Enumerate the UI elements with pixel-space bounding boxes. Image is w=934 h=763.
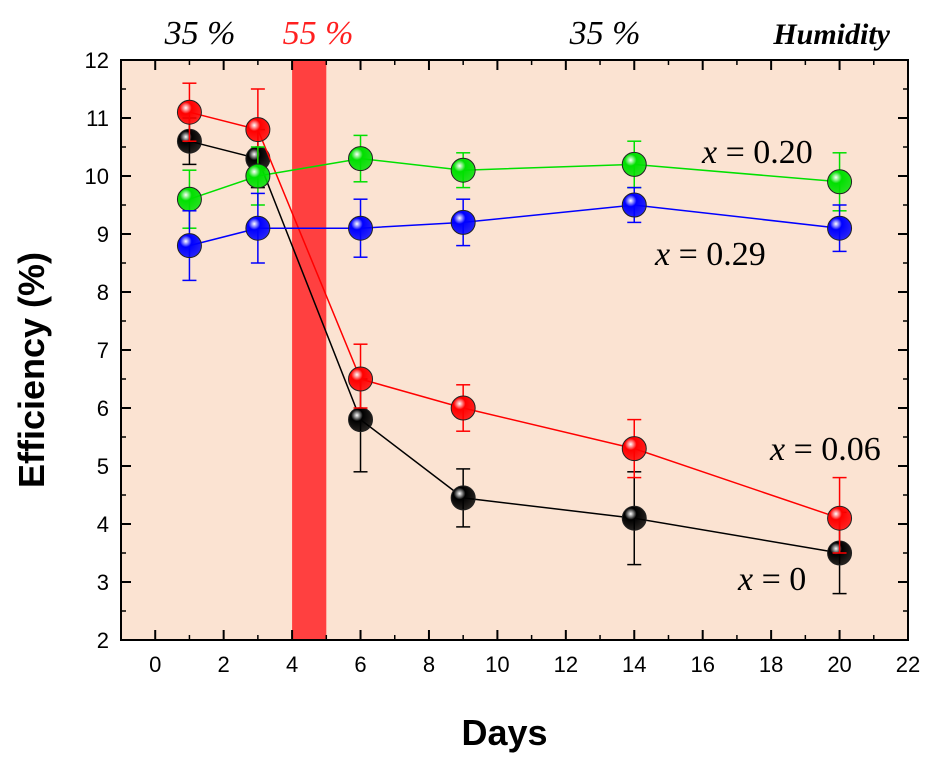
x-tick-label: 14 xyxy=(622,652,646,677)
y-tick-label: 9 xyxy=(97,222,109,247)
data-point xyxy=(245,117,271,143)
x-axis-title: Days xyxy=(461,712,547,753)
y-tick-label: 10 xyxy=(85,164,109,189)
x-tick-label: 16 xyxy=(690,652,714,677)
data-point xyxy=(348,215,374,241)
series-2 xyxy=(176,134,853,229)
x-tick-label: 6 xyxy=(354,652,366,677)
data-point xyxy=(176,186,202,212)
series-1 xyxy=(176,82,853,554)
x-tick-label: 18 xyxy=(759,652,783,677)
data-point xyxy=(245,215,271,241)
data-point xyxy=(827,169,853,195)
data-point xyxy=(450,395,476,421)
x-tick-label: 2 xyxy=(218,652,230,677)
data-point xyxy=(176,233,202,259)
series-annotation: x = 0.06 xyxy=(769,431,881,468)
humidity-label: 35 % xyxy=(164,15,236,52)
x-tick-label: 0 xyxy=(149,652,161,677)
humidity-band-layer xyxy=(292,60,327,640)
data-point xyxy=(450,157,476,183)
y-axis-title: Efficiency (%) xyxy=(11,252,52,488)
axes: 0 2 4 6 8 10 12 14 16 18 20 2223456789101112DaysEff… xyxy=(11,48,920,753)
data-point xyxy=(348,407,374,433)
x-tick-label: 22 xyxy=(896,652,920,677)
humidity-55-band xyxy=(292,60,327,640)
x-tick-label: 10 xyxy=(485,652,509,677)
data-point xyxy=(245,163,271,189)
data-point xyxy=(621,151,647,177)
y-tick-label: 3 xyxy=(97,570,109,595)
y-tick-label: 7 xyxy=(97,338,109,363)
series-annotation: x = 0 xyxy=(737,561,806,598)
x-tick-label: 20 xyxy=(827,652,851,677)
data-point xyxy=(827,505,853,531)
humidity-label: 55 % xyxy=(283,15,354,52)
series-annotation: x = 0.29 xyxy=(654,236,766,273)
data-point xyxy=(348,366,374,392)
data-point xyxy=(621,192,647,218)
data-point xyxy=(450,485,476,511)
y-tick-label: 12 xyxy=(85,48,109,73)
humidity-label: 35 % xyxy=(569,15,641,52)
y-tick-label: 8 xyxy=(97,280,109,305)
y-tick-label: 11 xyxy=(86,106,109,131)
data-point xyxy=(450,209,476,235)
data-point xyxy=(621,436,647,462)
data-point xyxy=(621,505,647,531)
series-annotation: x = 0.20 xyxy=(701,134,813,171)
y-tick-label: 5 xyxy=(97,454,109,479)
y-tick-label: 2 xyxy=(97,628,109,653)
data-point xyxy=(827,215,853,241)
data-point xyxy=(176,99,202,125)
series-layer xyxy=(176,82,853,595)
series-3 xyxy=(176,186,853,282)
x-tick-label: 4 xyxy=(286,652,298,677)
y-tick-label: 4 xyxy=(97,512,109,537)
labels-layer: 35 % 55 % 35 % Humidity x = 0.20 x = 0.29 x = … xyxy=(164,15,891,598)
humidity-title: Humidity xyxy=(772,18,890,51)
x-tick-label: 12 xyxy=(554,652,578,677)
x-tick-label: 8 xyxy=(423,652,435,677)
data-point xyxy=(348,146,374,172)
y-tick-label: 6 xyxy=(97,396,109,421)
